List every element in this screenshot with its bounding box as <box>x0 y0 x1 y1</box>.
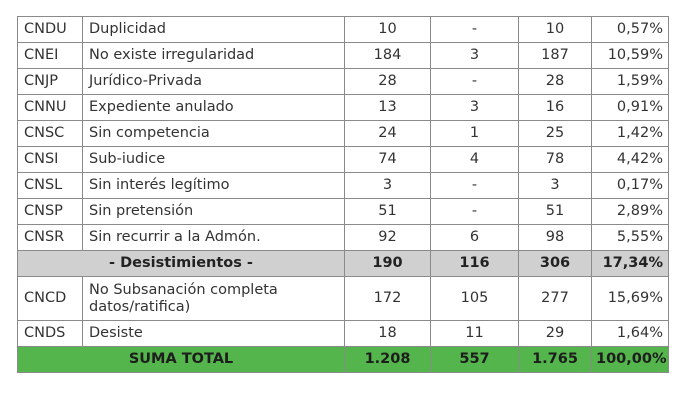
row-description: No Subsanación completa datos/ratifica) <box>82 276 345 321</box>
row-description: Duplicidad <box>82 16 345 43</box>
row-total: 98 <box>518 224 592 251</box>
total-label: SUMA TOTAL <box>17 346 345 373</box>
row-description: Sin interés legítimo <box>82 172 345 199</box>
row-value-b: - <box>430 198 519 225</box>
total-value-a: 1.208 <box>344 346 431 373</box>
row-value-b: - <box>430 172 519 199</box>
table-row: CNEI No existe irregularidad 184 3 187 1… <box>17 42 669 69</box>
row-value-a: 18 <box>344 320 431 347</box>
row-total: 3 <box>518 172 592 199</box>
row-code: CNNU <box>17 94 83 121</box>
row-code: CNCD <box>17 276 83 321</box>
total-row: SUMA TOTAL 1.208 557 1.765 100,00% <box>17 346 669 373</box>
row-code: CNSR <box>17 224 83 251</box>
row-code: CNSI <box>17 146 83 173</box>
table-row: CNSI Sub-iudice 74 4 78 4,42% <box>17 146 669 173</box>
table-row: CNSC Sin competencia 24 1 25 1,42% <box>17 120 669 147</box>
total-total: 1.765 <box>518 346 592 373</box>
row-value-a: 92 <box>344 224 431 251</box>
row-percentage: 0,91% <box>591 94 669 121</box>
table-row: CNSL Sin interés legítimo 3 - 3 0,17% <box>17 172 669 199</box>
table-row: CNSR Sin recurrir a la Admón. 92 6 98 5,… <box>17 224 669 251</box>
row-code: CNSP <box>17 198 83 225</box>
subtotal-total: 306 <box>518 250 592 277</box>
row-total: 29 <box>518 320 592 347</box>
row-total: 277 <box>518 276 592 321</box>
row-total: 16 <box>518 94 592 121</box>
row-percentage: 5,55% <box>591 224 669 251</box>
row-description: Jurídico-Privada <box>82 68 345 95</box>
row-description: Desiste <box>82 320 345 347</box>
total-percentage: 100,00% <box>591 346 669 373</box>
row-total: 25 <box>518 120 592 147</box>
table-row: CNDS Desiste 18 11 29 1,64% <box>17 320 669 347</box>
table-row: CNCD No Subsanación completa datos/ratif… <box>17 276 669 321</box>
row-value-a: 28 <box>344 68 431 95</box>
subtotal-row: - Desistimientos - 190 116 306 17,34% <box>17 250 669 277</box>
row-value-b: - <box>430 16 519 43</box>
subtotal-value-b: 116 <box>430 250 519 277</box>
row-percentage: 4,42% <box>591 146 669 173</box>
row-value-a: 184 <box>344 42 431 69</box>
row-value-b: 3 <box>430 94 519 121</box>
row-value-b: - <box>430 68 519 95</box>
subtotal-value-a: 190 <box>344 250 431 277</box>
row-description: Sin recurrir a la Admón. <box>82 224 345 251</box>
row-percentage: 0,57% <box>591 16 669 43</box>
row-total: 78 <box>518 146 592 173</box>
total-value-b: 557 <box>430 346 519 373</box>
row-value-a: 74 <box>344 146 431 173</box>
row-code: CNDS <box>17 320 83 347</box>
row-value-b: 1 <box>430 120 519 147</box>
row-total: 187 <box>518 42 592 69</box>
row-value-a: 51 <box>344 198 431 225</box>
row-value-a: 172 <box>344 276 431 321</box>
row-percentage: 1,64% <box>591 320 669 347</box>
statistics-table: CNDU Duplicidad 10 - 10 0,57% CNEI No ex… <box>17 16 669 373</box>
row-percentage: 1,42% <box>591 120 669 147</box>
row-value-b: 11 <box>430 320 519 347</box>
row-value-a: 10 <box>344 16 431 43</box>
row-code: CNDU <box>17 16 83 43</box>
row-code: CNEI <box>17 42 83 69</box>
table-row: CNNU Expediente anulado 13 3 16 0,91% <box>17 94 669 121</box>
row-description: Sin pretensión <box>82 198 345 225</box>
row-percentage: 10,59% <box>591 42 669 69</box>
row-description: Expediente anulado <box>82 94 345 121</box>
row-value-b: 4 <box>430 146 519 173</box>
row-percentage: 1,59% <box>591 68 669 95</box>
row-percentage: 2,89% <box>591 198 669 225</box>
row-percentage: 0,17% <box>591 172 669 199</box>
row-code: CNSL <box>17 172 83 199</box>
row-value-a: 13 <box>344 94 431 121</box>
row-description: No existe irregularidad <box>82 42 345 69</box>
row-value-a: 24 <box>344 120 431 147</box>
row-description: Sub-iudice <box>82 146 345 173</box>
row-value-b: 6 <box>430 224 519 251</box>
table-row: CNJP Jurídico-Privada 28 - 28 1,59% <box>17 68 669 95</box>
table-row: CNDU Duplicidad 10 - 10 0,57% <box>17 16 669 43</box>
row-total: 28 <box>518 68 592 95</box>
row-value-a: 3 <box>344 172 431 199</box>
subtotal-label: - Desistimientos - <box>17 250 345 277</box>
row-total: 10 <box>518 16 592 43</box>
row-description: Sin competencia <box>82 120 345 147</box>
row-code: CNJP <box>17 68 83 95</box>
row-code: CNSC <box>17 120 83 147</box>
table-row: CNSP Sin pretensión 51 - 51 2,89% <box>17 198 669 225</box>
row-value-b: 105 <box>430 276 519 321</box>
row-total: 51 <box>518 198 592 225</box>
row-percentage: 15,69% <box>591 276 669 321</box>
subtotal-percentage: 17,34% <box>591 250 669 277</box>
row-value-b: 3 <box>430 42 519 69</box>
